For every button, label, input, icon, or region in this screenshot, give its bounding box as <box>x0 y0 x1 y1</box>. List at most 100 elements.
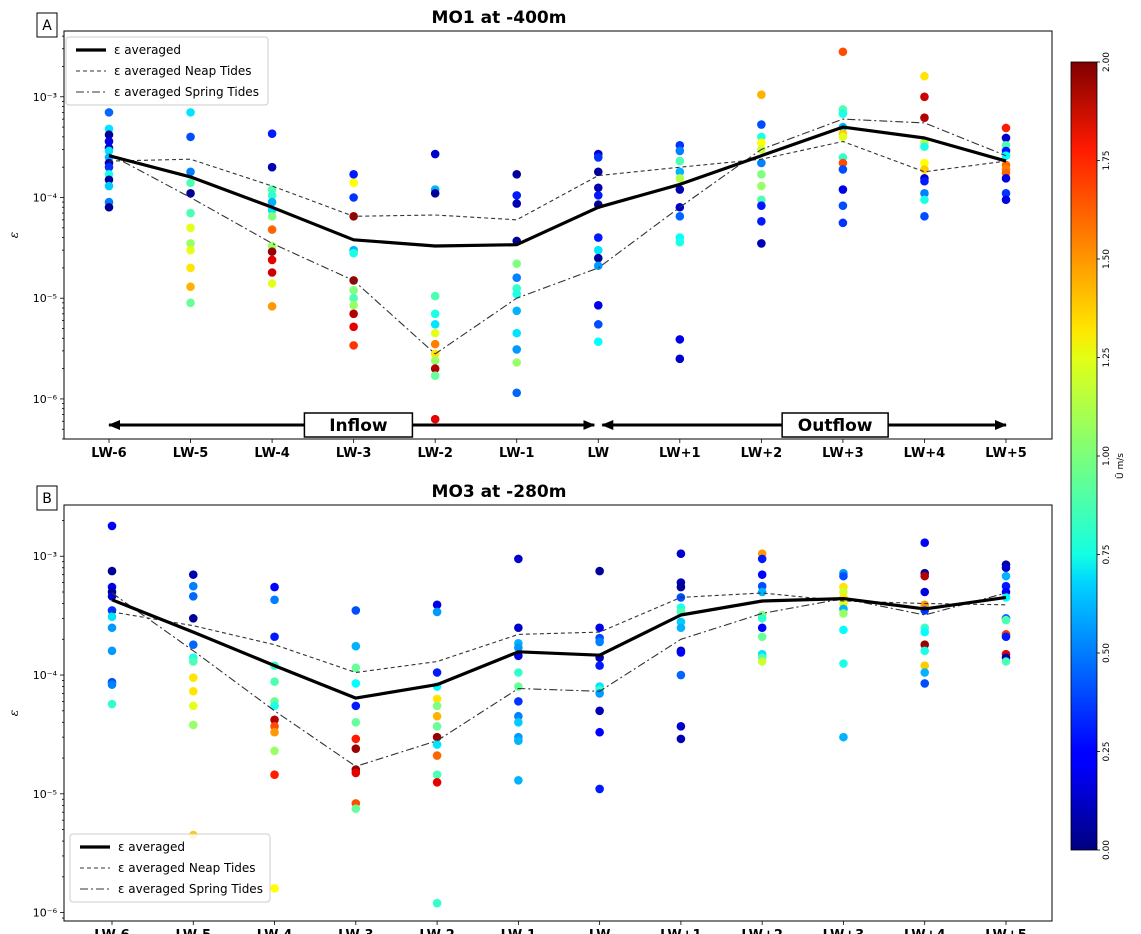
scatter-point <box>757 90 766 99</box>
flow-label-inflow: Inflow <box>329 416 388 436</box>
scatter-point <box>593 337 603 346</box>
x-tick-label: LW-3 <box>338 928 373 934</box>
scatter-points <box>104 47 1011 424</box>
scatter-point <box>349 178 358 188</box>
scatter-point <box>349 169 358 179</box>
scatter-point <box>432 607 442 617</box>
scatter-point <box>838 158 848 168</box>
scatter-point <box>838 165 848 174</box>
scatter-point <box>676 582 686 592</box>
scatter-point <box>757 217 766 226</box>
scatter-point <box>349 341 358 350</box>
scatter-point <box>267 255 277 265</box>
scatter-point <box>270 632 279 642</box>
scatter-point <box>188 686 198 696</box>
scatter-point <box>104 162 114 172</box>
scatter-point <box>595 661 604 670</box>
scatter-point <box>920 668 930 677</box>
x-tick-label: LW+5 <box>985 446 1027 461</box>
scatter-point <box>838 218 848 228</box>
y-axis-label: ε <box>7 232 21 238</box>
scatter-point <box>270 770 279 779</box>
scatter-point <box>838 109 848 118</box>
chart-title: MO1 at -400m <box>432 8 567 28</box>
scatter-point <box>512 273 522 282</box>
x-tick-label: LW+1 <box>660 928 702 934</box>
scatter-point <box>595 623 604 633</box>
scatter-point <box>349 248 358 258</box>
legend-label-averaged: ε averaged <box>118 840 185 854</box>
x-tick-label: LW+4 <box>904 928 946 934</box>
scatter-point <box>188 581 198 591</box>
scatter-point <box>430 320 440 329</box>
scatter-point <box>186 239 195 248</box>
scatter-point <box>267 212 277 221</box>
flow-label-outflow: Outflow <box>798 416 873 436</box>
series-line-averaged <box>108 125 1007 248</box>
scatter-point <box>920 92 929 102</box>
scatter-point <box>595 689 604 698</box>
scatter-point <box>104 108 114 117</box>
scatter-point <box>757 614 767 623</box>
scatter-point <box>512 358 522 367</box>
scatter-point <box>186 282 195 292</box>
scatter-point <box>107 680 117 689</box>
scatter-point <box>593 183 603 193</box>
scatter-point <box>432 770 442 779</box>
scatter-point <box>1001 195 1011 205</box>
colorbar-tick-label: 0.25 <box>1102 741 1112 761</box>
panel-label: B <box>42 491 52 507</box>
scatter-point <box>593 253 603 263</box>
scatter-point <box>514 643 523 652</box>
scatter-point <box>270 677 279 686</box>
scatter-point <box>104 181 114 191</box>
scatter-point <box>270 701 279 711</box>
scatter-point <box>267 279 277 288</box>
scatter-point <box>757 120 766 129</box>
legend-label-neap: ε averaged Neap Tides <box>114 64 252 78</box>
scatter-point <box>920 142 929 151</box>
scatter-point <box>270 727 279 737</box>
scatter-point <box>349 301 358 310</box>
scatter-point <box>351 768 361 778</box>
x-tick-label: LW <box>589 928 611 934</box>
scatter-point <box>512 289 522 299</box>
scatter-point <box>107 612 117 621</box>
scatter-point <box>188 614 198 623</box>
legend-label-neap: ε averaged Neap Tides <box>118 861 256 875</box>
scatter-point <box>920 158 929 168</box>
scatter-point <box>270 715 279 725</box>
scatter-point <box>349 293 358 303</box>
scatter-point <box>186 298 195 308</box>
scatter-point <box>676 549 686 559</box>
scatter-point <box>188 701 198 711</box>
scatter-point <box>920 661 930 670</box>
scatter-point <box>757 138 766 148</box>
scatter-point <box>349 193 358 202</box>
scatter-point <box>270 595 279 605</box>
scatter-point <box>430 364 440 373</box>
scatter-point <box>104 137 114 146</box>
series-line-neap <box>111 592 1007 674</box>
x-tick-label: LW-4 <box>257 928 292 934</box>
scatter-point <box>593 320 603 329</box>
scatter-point <box>104 202 114 212</box>
x-tick-label: LW+2 <box>741 446 783 461</box>
scatter-point <box>920 571 930 581</box>
scatter-point <box>188 592 198 601</box>
scatter-point <box>351 679 361 688</box>
scatter-point <box>432 722 442 731</box>
scatter-point <box>839 625 848 635</box>
scatter-point <box>1001 133 1011 143</box>
scatter-point <box>514 668 523 677</box>
scatter-point <box>920 195 929 205</box>
scatter-point <box>593 191 603 200</box>
scatter-point <box>593 233 603 242</box>
scatter-point <box>351 734 361 744</box>
legend-label-spring: ε averaged Spring Tides <box>118 882 263 896</box>
scatter-point <box>1001 571 1011 581</box>
legend-box <box>69 833 271 903</box>
scatter-point <box>512 328 522 338</box>
scatter-point <box>432 694 442 704</box>
scatter-point <box>186 263 195 273</box>
